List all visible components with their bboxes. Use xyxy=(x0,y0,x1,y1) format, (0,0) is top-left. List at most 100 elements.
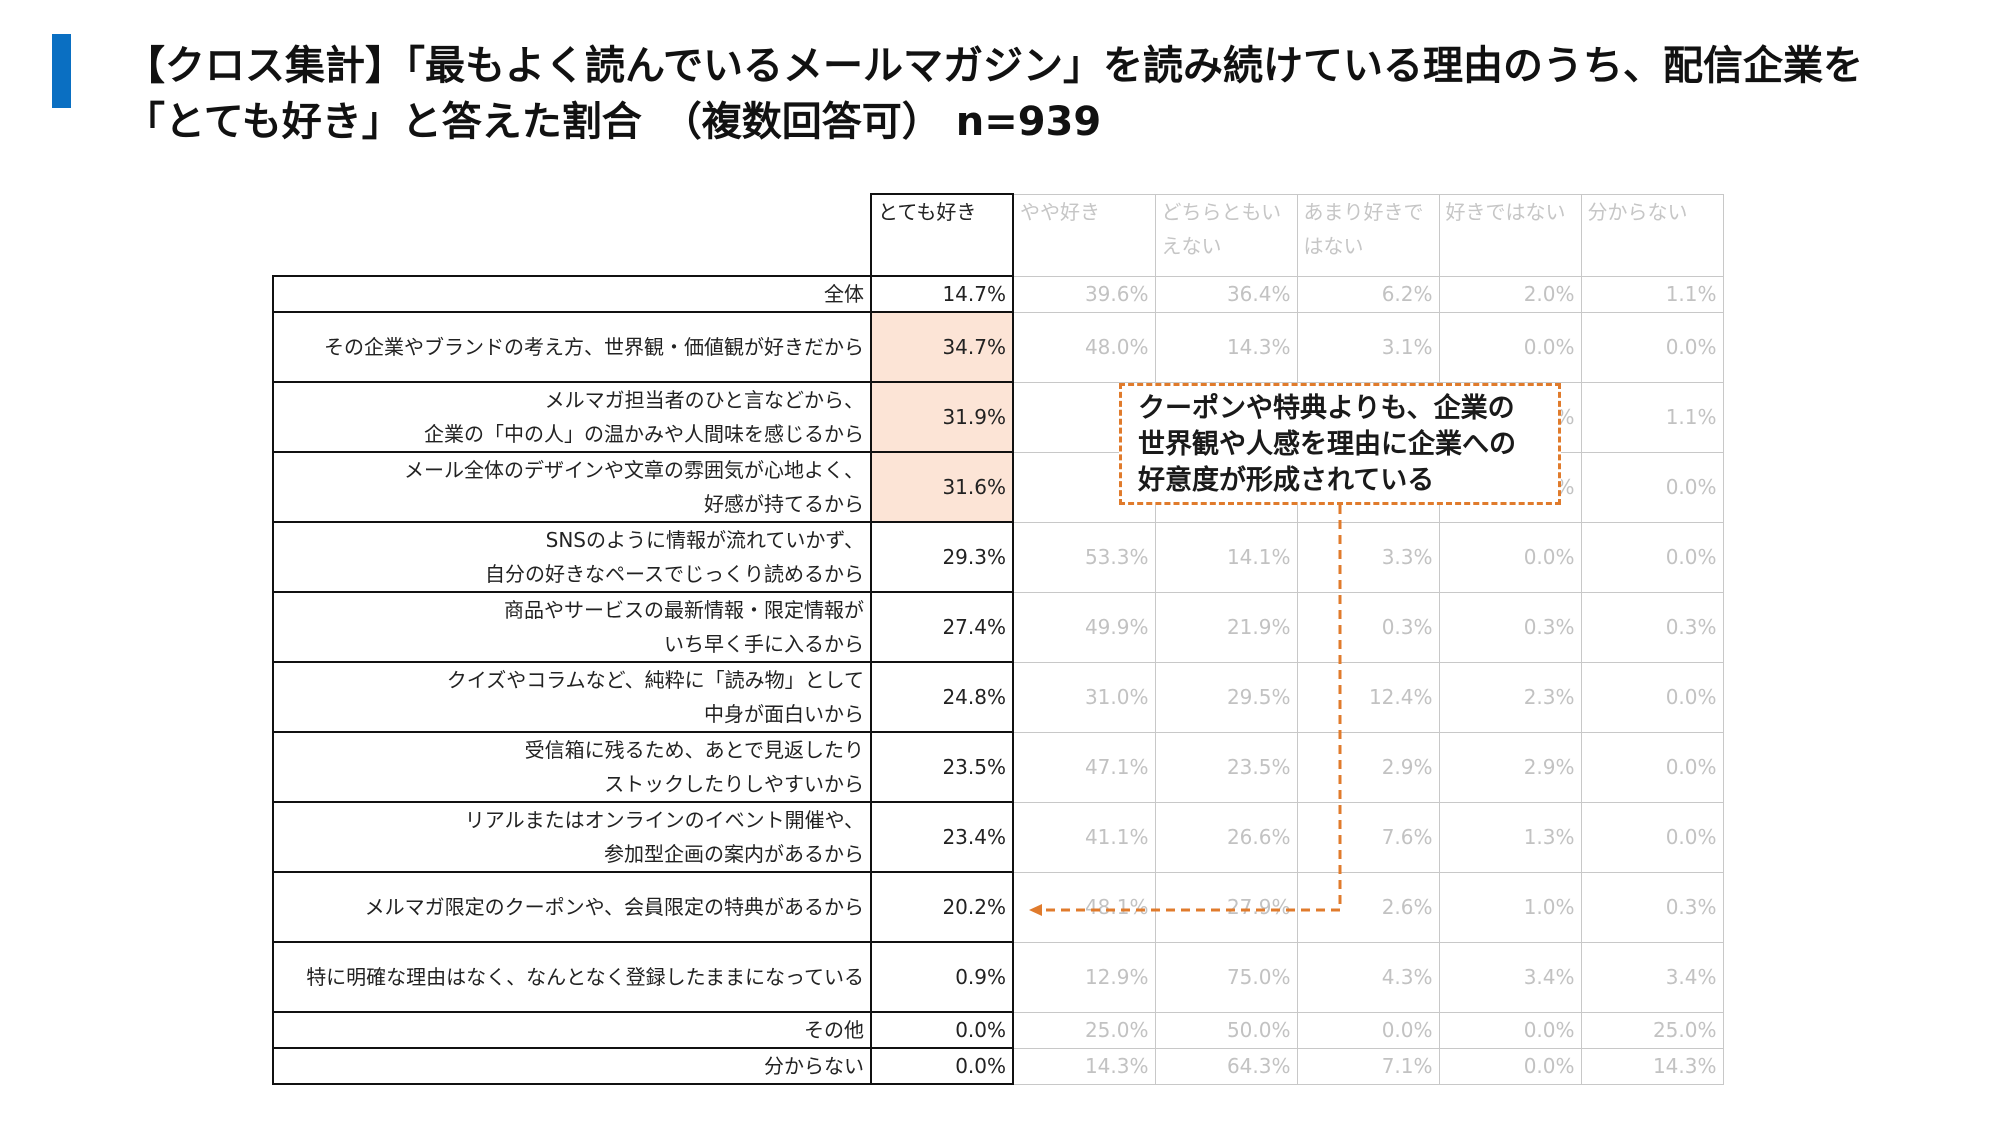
cell-value: 2.3% xyxy=(1438,661,1582,733)
row-label: 全体 xyxy=(272,275,872,313)
table-row: クイズやコラムなど、純粋に「読み物」として 中身が面白いから 24.8% 31.0% 2… xyxy=(272,661,1724,733)
cell-value: 1.3% xyxy=(1438,801,1582,873)
table-row: 全体 14.7% 39.6% 36.4% 6.2% 2.0% 1.1% xyxy=(272,275,1724,313)
row-label-line: 自分の好きなペースでじっくり読めるから xyxy=(485,562,864,586)
cell-value: 0.3% xyxy=(1438,591,1582,663)
cell-value: 29.5% xyxy=(1154,661,1298,733)
row-label-line: リアルまたはオンラインのイベント開催や、 xyxy=(464,808,864,832)
cell-value: 0.0% xyxy=(1580,731,1724,803)
cell-value: 53.3% xyxy=(1012,521,1156,593)
table-row: その企業やブランドの考え方、世界観・価値観が好きだから 34.7% 48.0% 14.… xyxy=(272,311,1724,383)
cell-value: 0.3% xyxy=(1580,591,1724,663)
cell-value: 26.6% xyxy=(1154,801,1298,873)
cell-value: 47.1% xyxy=(1012,731,1156,803)
cell-value: 2.9% xyxy=(1296,731,1440,803)
title-accent-bar xyxy=(52,34,71,108)
cell-value: 2.0% xyxy=(1438,275,1582,313)
cell-value: 21.9% xyxy=(1154,591,1298,663)
cell-value: 48.0% xyxy=(1012,311,1156,383)
cell-value: 0.0% xyxy=(1580,801,1724,873)
cell-value: 14.3% xyxy=(1580,1047,1724,1085)
cell-value: 0.0% xyxy=(1580,521,1724,593)
cell-value: 64.3% xyxy=(1154,1047,1298,1085)
cell-very-like: 14.7% xyxy=(870,275,1014,313)
row-label-line: 中身が面白いから xyxy=(704,702,864,726)
table-row: 分からない 0.0% 14.3% 64.3% 7.1% 0.0% 14.3% xyxy=(272,1047,1724,1085)
cell-value: 0.0% xyxy=(1580,451,1724,523)
cell-very-like: 0.0% xyxy=(870,1047,1014,1085)
row-label-line: 参加型企画の案内があるから xyxy=(604,842,864,866)
cell-value: 31.0% xyxy=(1012,661,1156,733)
cell-value: 3.4% xyxy=(1438,941,1582,1013)
row-label: 受信箱に残るため、あとで見返したり ストックしたりしやすいから xyxy=(272,731,872,803)
table-row: リアルまたはオンラインのイベント開催や、 参加型企画の案内があるから 23.4% 41… xyxy=(272,801,1724,873)
table-row: メルマガ限定のクーポンや、会員限定の特典があるから 20.2% 48.1% 27.9%… xyxy=(272,871,1724,943)
cell-value: 12.9% xyxy=(1012,941,1156,1013)
cell-value: 0.0% xyxy=(1438,521,1582,593)
cell-very-like: 20.2% xyxy=(870,871,1014,943)
row-label-line: SNSのように情報が流れていかず、 xyxy=(545,528,864,552)
cell-very-like: 0.9% xyxy=(870,941,1014,1013)
row-label-line: いち早く手に入るから xyxy=(664,632,864,656)
cell-value: 0.3% xyxy=(1296,591,1440,663)
cell-value: 49.9% xyxy=(1012,591,1156,663)
cell-value: 75.0% xyxy=(1154,941,1298,1013)
cell-very-like: 0.0% xyxy=(870,1011,1014,1049)
cell-very-like: 27.4% xyxy=(870,591,1014,663)
cell-value: 25.0% xyxy=(1012,1011,1156,1049)
row-label-line: 好感が持てるから xyxy=(704,492,864,516)
callout-line: 世界観や人感を理由に企業への xyxy=(1138,429,1516,460)
cell-value: 48.1% xyxy=(1012,871,1156,943)
cell-very-like: 23.4% xyxy=(870,801,1014,873)
cell-value: 23.5% xyxy=(1154,731,1298,803)
cell-very-like: 24.8% xyxy=(870,661,1014,733)
cell-value: 12.4% xyxy=(1296,661,1440,733)
cell-value: 0.3% xyxy=(1580,871,1724,943)
row-label: 特に明確な理由はなく、なんとなく登録したままになっている xyxy=(272,941,872,1013)
cross-tab-table: とても好き やや好き どちらともいえない あまり好きではない 好きではない 分からない 全… xyxy=(272,193,1724,1085)
cell-value: 14.3% xyxy=(1154,311,1298,383)
table-row: 商品やサービスの最新情報・限定情報がいち早く手に入るから 27.4% 49.9% 21… xyxy=(272,591,1724,663)
row-label: メール全体のデザインや文章の雰囲気が心地よく、 好感が持てるから xyxy=(272,451,872,523)
page-title-line-2: 「とても好き」と答えた割合 （複数回答可） n=939 xyxy=(125,99,1102,145)
cell-value: 14.3% xyxy=(1012,1047,1156,1085)
callout-box: クーポンや特典よりも、企業の 世界観や人感を理由に企業への 好意度が形成されている xyxy=(1119,383,1561,505)
cell-value: 3.1% xyxy=(1296,311,1440,383)
cell-very-like: 34.7% xyxy=(870,311,1014,383)
row-label-line: 分からない xyxy=(764,1054,864,1078)
cell-value: 4.3% xyxy=(1296,941,1440,1013)
row-label: リアルまたはオンラインのイベント開催や、参加型企画の案内があるから xyxy=(272,801,872,873)
table-row: 受信箱に残るため、あとで見返したり ストックしたりしやすいから 23.5% 47.1%… xyxy=(272,731,1724,803)
page-title: 【クロス集計】「最もよく読んでいるメールマガジン」を読み続けている理由のうち、配… xyxy=(125,38,1975,150)
row-label-line: その企業やブランドの考え方、世界観・価値観が好きだから xyxy=(324,335,864,359)
table-row: 特に明確な理由はなく、なんとなく登録したままになっている 0.9% 12.9% 75.… xyxy=(272,941,1724,1013)
page-title-line-1: 【クロス集計】「最もよく読んでいるメールマガジン」を読み続けている理由のうち、配… xyxy=(125,43,1863,89)
table-row: SNSのように情報が流れていかず、自分の好きなペースでじっくり読めるから 29.3… xyxy=(272,521,1724,593)
row-label-line: クイズやコラムなど、純粋に「読み物」として xyxy=(446,668,864,692)
cell-value: 36.4% xyxy=(1154,275,1298,313)
column-header: 分からない xyxy=(1580,193,1724,277)
cell-value: 0.0% xyxy=(1438,1047,1582,1085)
cell-very-like: 29.3% xyxy=(870,521,1014,593)
cell-value: 0.0% xyxy=(1580,661,1724,733)
callout-line: クーポンや特典よりも、企業の xyxy=(1138,393,1515,424)
cell-value: 0.0% xyxy=(1296,1011,1440,1049)
column-header: やや好き xyxy=(1012,193,1156,277)
cell-value: 27.9% xyxy=(1154,871,1298,943)
row-label: 分からない xyxy=(272,1047,872,1085)
table-row: その他 0.0% 25.0% 50.0% 0.0% 0.0% 25.0% xyxy=(272,1011,1724,1049)
row-label: その企業やブランドの考え方、世界観・価値観が好きだから xyxy=(272,311,872,383)
row-label-line: メルマガ限定のクーポンや、会員限定の特典があるから xyxy=(364,895,864,919)
cell-value: 2.9% xyxy=(1438,731,1582,803)
cell-value: 3.3% xyxy=(1296,521,1440,593)
cell-value: 0.0% xyxy=(1580,311,1724,383)
cell-value: 1.1% xyxy=(1580,381,1724,453)
cell-value: 2.6% xyxy=(1296,871,1440,943)
row-label-line: ストックしたりしやすいから xyxy=(604,772,864,796)
cell-very-like: 31.9% xyxy=(870,381,1014,453)
column-header: 好きではない xyxy=(1438,193,1582,277)
column-header: とても好き xyxy=(870,193,1014,277)
cell-value: 7.1% xyxy=(1296,1047,1440,1085)
row-label-line: 商品やサービスの最新情報・限定情報が xyxy=(504,598,864,622)
row-label: メルマガ担当者のひと言などから、 企業の「中の人」の温かみや人間味を感じるから xyxy=(272,381,872,453)
